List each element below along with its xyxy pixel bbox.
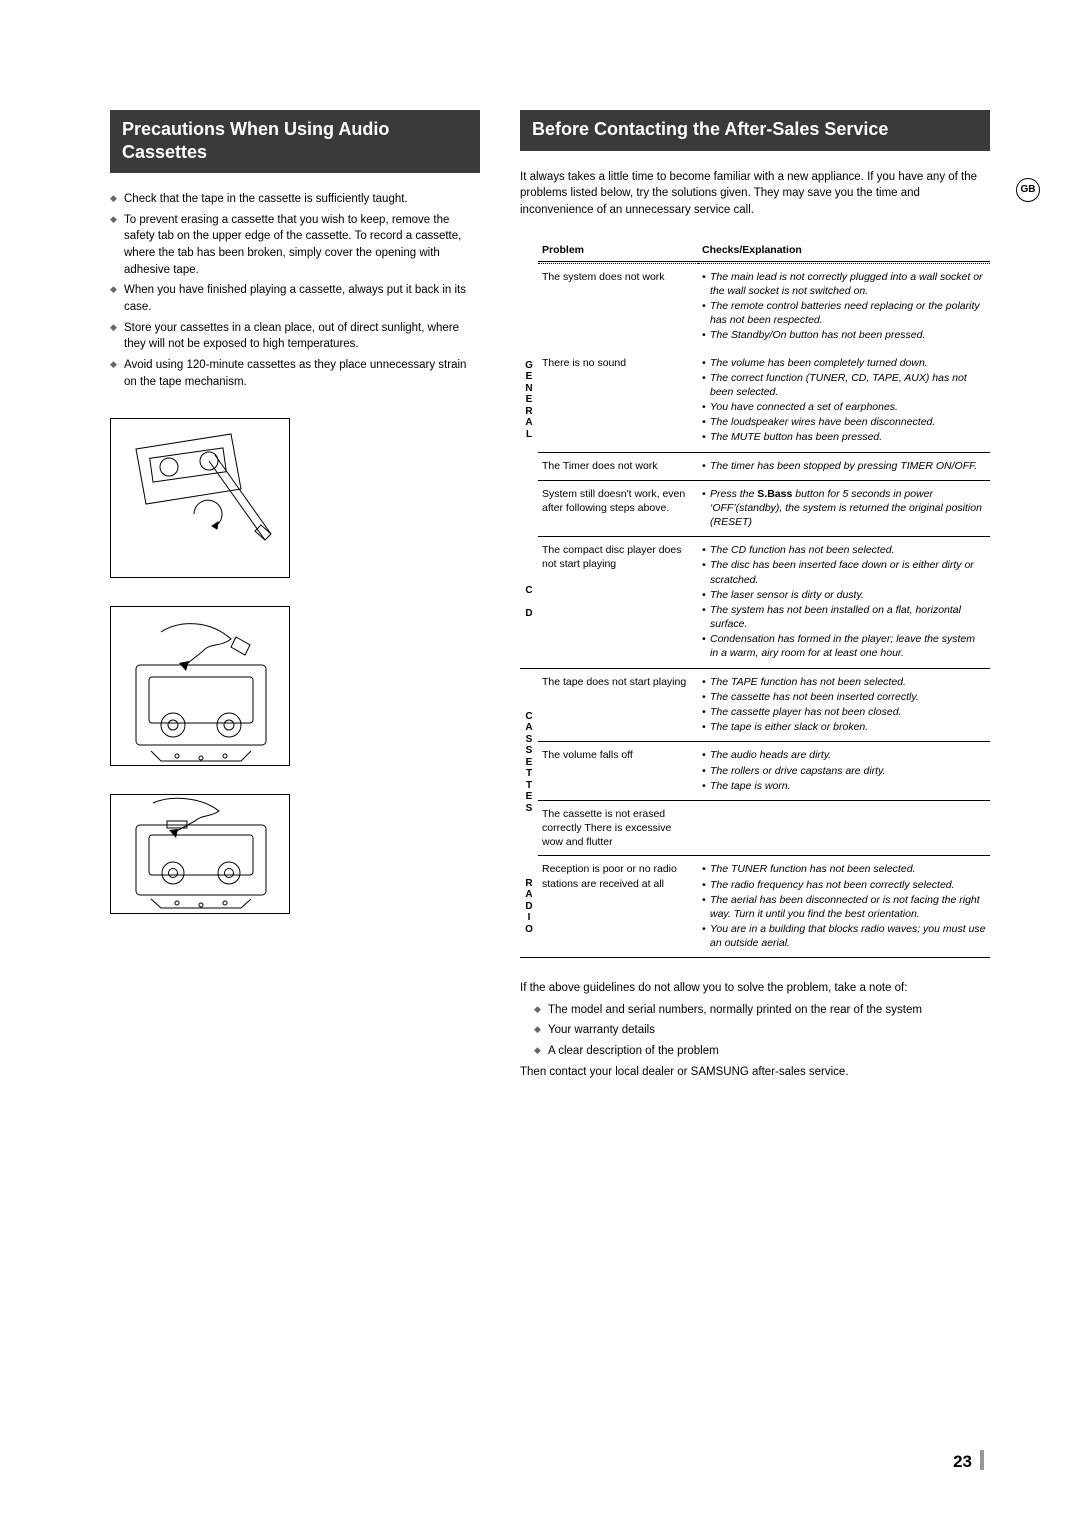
check-item: Press the S.Bass button for 5 seconds in… [702,487,986,530]
problem-cell: The Timer does not work [538,452,698,480]
check-item: The correct function (TUNER, CD, TAPE, A… [702,371,986,399]
closing-item: A clear description of the problem [534,1043,990,1060]
troubleshooting-table: Problem Checks/Explanation GENERAL The s… [520,239,990,959]
problem-cell: There is no sound [538,350,698,453]
checks-cell: The main lead is not correctly plugged i… [698,263,990,349]
check-item: The aerial has been disconnected or is n… [702,893,986,921]
page-columns: Precautions When Using Audio Cassettes C… [110,110,990,1081]
cassette-wind-illustration [110,418,290,578]
category-radio: RADIO [520,856,538,958]
col-checks: Checks/Explanation [698,239,990,262]
problem-cell: The volume falls off [538,742,698,801]
check-item: You have connected a set of earphones. [702,400,986,414]
check-item: The rollers or drive capstans are dirty. [702,764,986,778]
checks-cell: The volume has been completely turned do… [698,350,990,453]
check-item: The radio frequency has not been correct… [702,878,986,892]
precaution-item: When you have finished playing a cassett… [110,282,480,315]
checks-cell: The TAPE function has not been selected.… [698,668,990,742]
problem-cell: The tape does not start playing [538,668,698,742]
closing-outro: Then contact your local dealer or SAMSUN… [520,1064,990,1081]
problem-cell: The system does not work [538,263,698,349]
category-general: GENERAL [520,263,538,537]
check-item: The TUNER function has not been selected… [702,862,986,876]
problem-cell: Reception is poor or no radio stations a… [538,856,698,958]
checks-list: The main lead is not correctly plugged i… [702,270,986,343]
check-item: The laser sensor is dirty or dusty. [702,588,986,602]
checks-cell [698,800,990,856]
closing-item: The model and serial numbers, normally p… [534,1002,990,1019]
problem-cell: System still doesn't work, even after fo… [538,480,698,537]
check-item: The MUTE button has been pressed. [702,430,986,444]
check-item: The CD function has not been selected. [702,543,986,557]
closing-item: Your warranty details [534,1022,990,1039]
check-item: The disc has been inserted face down or … [702,558,986,586]
checks-cell: The CD function has not been selected.Th… [698,537,990,668]
check-item: The tape is either slack or broken. [702,720,986,734]
right-column: Before Contacting the After-Sales Servic… [520,110,990,1081]
check-item: You are in a building that blocks radio … [702,922,986,950]
cassette-tape-illustration [110,794,290,914]
check-item: The volume has been completely turned do… [702,356,986,370]
precaution-item: Avoid using 120-minute cassettes as they… [110,357,480,390]
check-item: The audio heads are dirty. [702,748,986,762]
check-item: The system has not been installed on a f… [702,603,986,631]
left-header: Precautions When Using Audio Cassettes [110,110,480,173]
cassette-tab-illustration [110,606,290,766]
check-item: The loudspeaker wires have been disconne… [702,415,986,429]
language-badge: GB [1016,178,1040,202]
check-item: The timer has been stopped by pressing T… [702,459,986,473]
precaution-item: To prevent erasing a cassette that you w… [110,212,480,279]
check-item: The cassette has not been inserted corre… [702,690,986,704]
checks-cell: The TUNER function has not been selected… [698,856,990,958]
closing-intro: If the above guidelines do not allow you… [520,980,990,997]
checks-cell: The audio heads are dirty. The rollers or… [698,742,990,801]
page-number: 23 [953,1450,984,1472]
intro-text: It always takes a little time to become … [520,169,990,219]
check-item: The remote control batteries need replac… [702,299,986,327]
precaution-item: Check that the tape in the cassette is s… [110,191,480,208]
checks-cell: Press the S.Bass button for 5 seconds in… [698,480,990,537]
closing-block: If the above guidelines do not allow you… [520,980,990,1081]
check-item: The TAPE function has not been selected. [702,675,986,689]
problem-cell: The cassette is not erased correctly The… [538,800,698,856]
category-cd: C D [520,537,538,668]
checks-cell: The timer has been stopped by pressing T… [698,452,990,480]
precaution-item: Store your cassettes in a clean place, o… [110,320,480,353]
col-problem: Problem [538,239,698,262]
problem-cell: The compact disc player does not start p… [538,537,698,668]
precaution-list: Check that the tape in the cassette is s… [110,191,480,390]
check-item: Condensation has formed in the player; l… [702,632,986,660]
check-item: The cassette player has not been closed. [702,705,986,719]
right-header: Before Contacting the After-Sales Servic… [520,110,990,151]
category-cassettes: CASSETTES [520,668,538,856]
left-column: Precautions When Using Audio Cassettes C… [110,110,480,1081]
check-item: The tape is worn. [702,779,986,793]
check-item: The main lead is not correctly plugged i… [702,270,986,298]
check-item: The Standby/On button has not been press… [702,328,986,342]
